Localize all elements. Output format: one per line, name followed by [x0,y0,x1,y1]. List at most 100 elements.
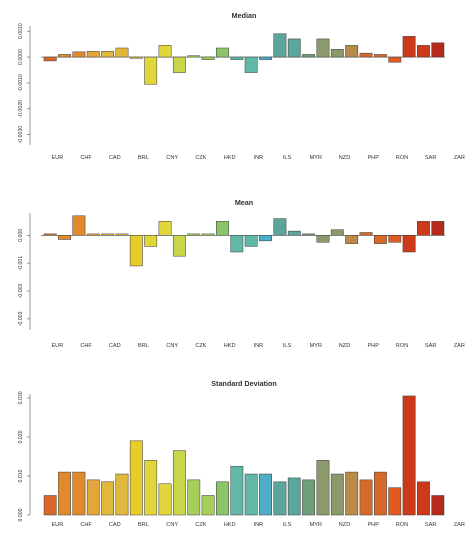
x-tick-label: PHP [367,343,379,349]
x-tick-label: CNY [166,155,178,161]
bar [86,51,100,58]
bar [287,477,301,516]
x-tick-label: EUR [51,343,63,349]
bar [402,235,416,253]
y-tick-label: 0.000 [18,508,24,521]
y-tick-label: -0.002 [18,284,24,299]
bar [172,56,186,73]
bar [158,221,172,236]
x-tick-label: EUR [51,155,63,161]
bar [129,235,143,267]
bar [316,460,330,516]
x-tick-label: INR [254,155,264,161]
bar [330,49,344,58]
x-tick-label: CZK [195,155,206,161]
bar [158,483,172,516]
x-tick-label: RON [396,155,408,161]
bar [43,56,57,62]
bar [230,56,244,60]
bar [230,235,244,253]
bar [244,235,258,247]
bar [58,54,71,58]
x-tick-label: ILS [283,522,292,528]
bar [72,471,86,516]
bar [287,38,301,58]
x-tick-label: ZAR [454,343,465,349]
y-tick-label: 0.030 [18,391,24,404]
bar [129,56,143,59]
x-tick-label: ILS [283,155,292,161]
bar [373,471,387,516]
x-tick-label: CNY [166,343,178,349]
x-tick-label: ILS [283,343,292,349]
bar [273,481,287,516]
bar [417,221,430,236]
y-tick-label: 0.010 [18,469,24,482]
bar [431,495,445,516]
chart-title: Mean [235,198,253,207]
x-tick-label: MYR [310,155,322,161]
x-tick-label: CAD [109,155,121,161]
y-tick-label: -0.0030 [18,126,24,144]
bar [43,495,57,516]
x-tick-label: HKD [224,155,236,161]
bar [216,47,229,58]
x-tick-label: BRL [138,343,149,349]
bar [359,479,373,516]
bar [330,229,344,236]
x-tick-label: NZD [339,343,351,349]
bar [388,487,402,516]
x-tick-label: BRL [138,155,149,161]
x-tick-label: EUR [51,522,63,528]
x-tick-label: CAD [109,522,121,528]
bar [144,56,158,85]
bar [72,51,86,58]
bar [144,235,158,247]
x-tick-label: CHF [80,522,92,528]
x-tick-label: CHF [80,343,92,349]
bar [187,479,201,516]
bar [417,481,430,516]
x-tick-label: PHP [367,155,379,161]
bar [144,460,158,516]
x-tick-label: HKD [224,343,236,349]
bar [86,233,100,236]
chart-title: Median [232,11,257,20]
chart-title: Standard Deviation [211,379,277,388]
x-tick-label: ZAR [454,522,465,528]
x-tick-label: RON [396,343,408,349]
y-tick-label: -0.003 [18,311,24,326]
bar [201,233,215,236]
bar [115,233,129,236]
bar [417,45,430,58]
bar [101,51,115,58]
y-tick-label: 0.0000 [18,49,24,65]
x-tick-label: SAR [425,522,437,528]
bar [216,481,229,516]
bar [273,33,287,58]
x-tick-label: MYR [310,522,322,528]
bar [302,54,316,58]
bar [431,42,445,58]
x-tick-label: CHF [80,155,92,161]
x-tick-label: RON [396,522,408,528]
y-tick-label: 0.000 [18,229,24,242]
x-tick-label: SAR [425,155,437,161]
bar [172,450,186,516]
bar [273,218,287,236]
bar [101,233,115,236]
bar [330,473,344,516]
x-tick-label: INR [254,522,264,528]
bar [58,471,71,516]
bar [244,473,258,516]
x-tick-label: INR [254,343,264,349]
bar [345,471,359,516]
bar [187,55,201,58]
bar [244,56,258,73]
bar [373,54,387,58]
y-tick-label: -0.0020 [18,100,24,118]
bar [158,45,172,58]
bar [86,479,100,516]
bar [72,215,86,236]
